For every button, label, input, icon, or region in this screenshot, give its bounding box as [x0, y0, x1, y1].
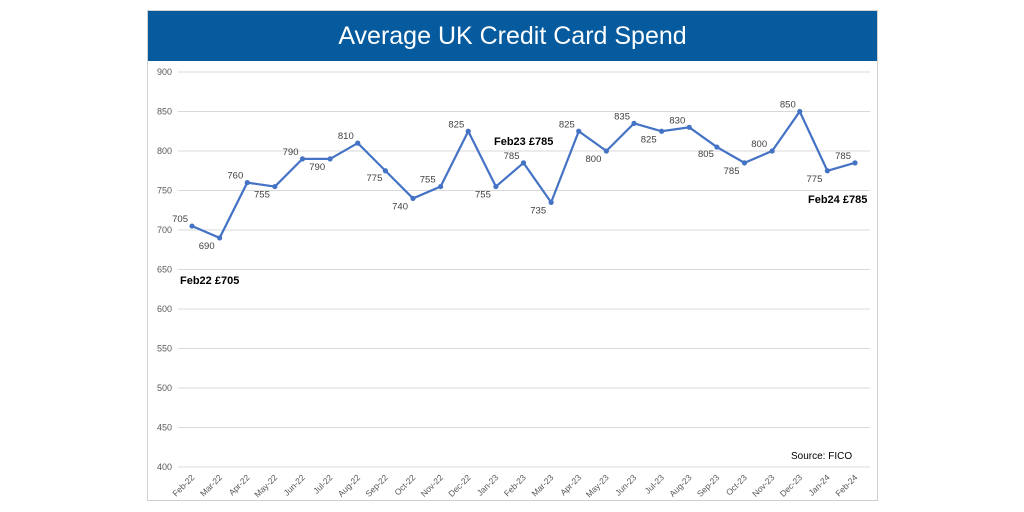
data-point	[714, 144, 720, 150]
x-tick-label: Aug-23	[667, 472, 694, 499]
x-tick-label: Jul-22	[311, 472, 335, 496]
line-chart: 400 450 500 550 600 650 700 750 800 850 900 Feb-22…	[157, 67, 870, 499]
series-line	[191, 109, 856, 240]
data-point	[410, 195, 416, 201]
x-tick-label: Jan-24	[806, 472, 832, 498]
x-tick-label: Oct-23	[724, 472, 749, 497]
data-label: 760	[227, 171, 243, 182]
y-tick-label: 450	[157, 423, 172, 433]
chart-title: Average UK Credit Card Spend	[148, 11, 877, 61]
data-point	[327, 156, 333, 162]
data-label: 825	[559, 119, 575, 130]
data-point	[382, 168, 388, 174]
data-label: 825	[641, 134, 657, 145]
x-tick-label: Mar-23	[529, 472, 555, 498]
x-tick-label: Sep-22	[363, 472, 390, 499]
data-point	[686, 124, 692, 130]
x-tick-label: Apr-23	[558, 472, 583, 497]
y-tick-label: 600	[157, 304, 172, 314]
data-point	[576, 128, 582, 134]
data-label: 775	[807, 174, 823, 185]
x-tick-label: Mar-22	[198, 472, 224, 498]
x-tick-label: Jun-23	[613, 472, 639, 498]
x-tick-label: Jul-23	[643, 472, 667, 496]
gridlines	[178, 71, 870, 468]
x-tick-label: Aug-22	[336, 472, 363, 499]
data-label: 790	[309, 162, 325, 173]
x-tick-label: Apr-22	[227, 472, 252, 497]
x-tick-label: Sep-23	[695, 472, 722, 499]
data-point	[355, 140, 361, 146]
y-tick-label: 400	[157, 462, 172, 472]
x-axis-ticks: Feb-22 Mar-22 Apr-22 May-22 Jun-22 Jul-22 Aug-…	[170, 472, 859, 499]
data-label: 740	[392, 201, 408, 212]
data-label: 705	[172, 214, 188, 225]
x-tick-label: Feb-22	[170, 472, 196, 498]
annotation-feb22: Feb22 £705	[180, 275, 239, 287]
data-point	[769, 148, 775, 154]
data-point	[631, 120, 637, 126]
data-point	[520, 160, 527, 166]
y-tick-label: 850	[157, 107, 172, 117]
x-tick-label: Feb-24	[833, 472, 859, 498]
data-labels: 705 690 760 755 790 790 810 775 740 755 825 755 785 7…	[172, 100, 851, 252]
data-label: 735	[530, 205, 546, 216]
chart-frame: Average UK Credit Card Spend 400 450 500 55…	[147, 10, 878, 501]
data-label: 785	[504, 151, 520, 162]
annotation-feb24: Feb24 £785	[808, 194, 867, 206]
data-label: 800	[751, 139, 767, 150]
annotation-feb23: Feb23 £785	[494, 136, 553, 148]
data-label: 825	[448, 119, 464, 130]
data-label: 690	[199, 241, 215, 252]
data-point	[824, 168, 830, 174]
data-label: 835	[614, 111, 630, 122]
y-tick-label: 650	[157, 265, 172, 275]
data-label: 785	[724, 166, 740, 177]
y-tick-label: 800	[157, 146, 172, 156]
data-point	[189, 223, 195, 229]
x-tick-label: May-23	[584, 472, 611, 499]
data-point	[603, 148, 609, 154]
data-label: 755	[475, 190, 491, 201]
data-point	[797, 108, 803, 115]
x-tick-label: Feb-23	[502, 472, 528, 498]
data-point	[493, 183, 499, 190]
data-label: 805	[698, 149, 714, 160]
y-tick-label: 750	[157, 186, 172, 196]
data-point	[548, 199, 554, 205]
data-label: 755	[254, 190, 270, 201]
data-label: 790	[283, 147, 299, 158]
data-label: 850	[780, 100, 796, 111]
data-label: 785	[835, 151, 851, 162]
y-tick-label: 900	[157, 67, 172, 77]
data-label: 830	[669, 115, 685, 126]
source-note: Source: FICO	[791, 451, 852, 462]
x-tick-label: May-22	[252, 472, 279, 499]
data-point	[465, 128, 471, 134]
data-point	[299, 156, 306, 162]
y-tick-label: 500	[157, 383, 172, 393]
data-label: 810	[338, 131, 354, 142]
data-point	[852, 160, 858, 166]
data-point	[741, 160, 748, 166]
x-tick-label: Jan-23	[475, 472, 501, 498]
y-tick-label: 550	[157, 344, 172, 354]
data-label: 755	[420, 175, 436, 186]
x-tick-label: Dec-23	[778, 472, 805, 499]
data-point	[272, 183, 278, 190]
data-point	[217, 235, 223, 241]
data-label: 775	[367, 173, 383, 184]
data-point	[438, 183, 444, 190]
data-point	[659, 128, 665, 134]
x-tick-label: Oct-22	[392, 472, 417, 497]
x-tick-label: Jun-22	[281, 472, 307, 498]
data-point	[244, 180, 250, 186]
y-axis-ticks: 400 450 500 550 600 650 700 750 800 850 900	[157, 67, 172, 472]
data-label: 800	[586, 154, 602, 165]
data-points	[189, 108, 858, 241]
x-tick-label: Dec-22	[446, 472, 473, 499]
x-tick-label: Nov-23	[750, 472, 777, 499]
x-tick-label: Nov-22	[419, 472, 446, 499]
y-tick-label: 700	[157, 225, 172, 235]
